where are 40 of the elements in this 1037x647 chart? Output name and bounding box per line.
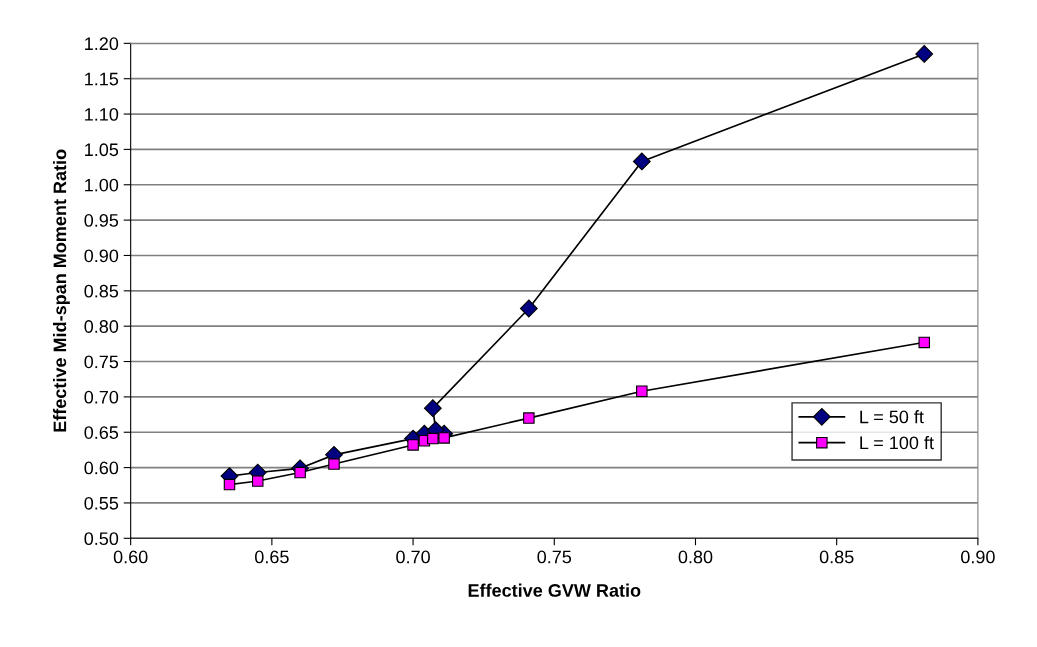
x-tick-label: 0.90 bbox=[961, 550, 995, 564]
point bbox=[632, 152, 651, 171]
y-tick-label: 0.95 bbox=[84, 214, 119, 227]
y-tick-label: 0.85 bbox=[84, 284, 119, 298]
legend-label: L = 50 ft bbox=[860, 410, 924, 424]
y-tick-label: 1.05 bbox=[85, 143, 119, 157]
point bbox=[223, 478, 236, 491]
point bbox=[427, 432, 439, 445]
point bbox=[294, 466, 306, 479]
x-tick-label: 0.75 bbox=[537, 550, 572, 564]
y-tick-label: 0.60 bbox=[84, 461, 119, 475]
y-tick-label: 0.70 bbox=[84, 390, 119, 404]
x-tick-label: 0.70 bbox=[396, 550, 430, 564]
point bbox=[423, 399, 442, 418]
point bbox=[519, 299, 538, 318]
x-tick-label: 0.80 bbox=[678, 550, 713, 564]
y-axis-title: Effective Mid-span Moment Ratio bbox=[53, 149, 70, 432]
y-tick-label: 0.90 bbox=[84, 249, 119, 263]
point bbox=[636, 385, 648, 397]
point bbox=[328, 458, 340, 470]
y-tick-label: 1.15 bbox=[85, 72, 119, 86]
y-tick-label: 0.75 bbox=[84, 355, 119, 369]
x-tick-label: 0.65 bbox=[255, 550, 289, 564]
y-tick-label: 1.10 bbox=[85, 107, 119, 121]
point bbox=[523, 412, 535, 424]
y-tick-label: 0.80 bbox=[84, 320, 119, 333]
x-tick-label: 0.60 bbox=[113, 550, 148, 564]
y-tick-label: 0.55 bbox=[84, 496, 119, 510]
point bbox=[918, 336, 930, 349]
y-tick-label: 0.50 bbox=[84, 532, 119, 546]
y-tick-label: 0.65 bbox=[84, 426, 119, 439]
point bbox=[915, 45, 934, 63]
legend-label: L = 100 ft bbox=[860, 435, 934, 450]
y-tick-label: 1.20 bbox=[85, 37, 119, 51]
point bbox=[251, 475, 264, 487]
point bbox=[438, 432, 450, 444]
x-tick-label: 0.85 bbox=[819, 550, 854, 564]
x-axis-title: Effective GVW Ratio bbox=[468, 583, 641, 597]
y-tick-label: 1.00 bbox=[85, 178, 119, 192]
point bbox=[407, 439, 419, 451]
